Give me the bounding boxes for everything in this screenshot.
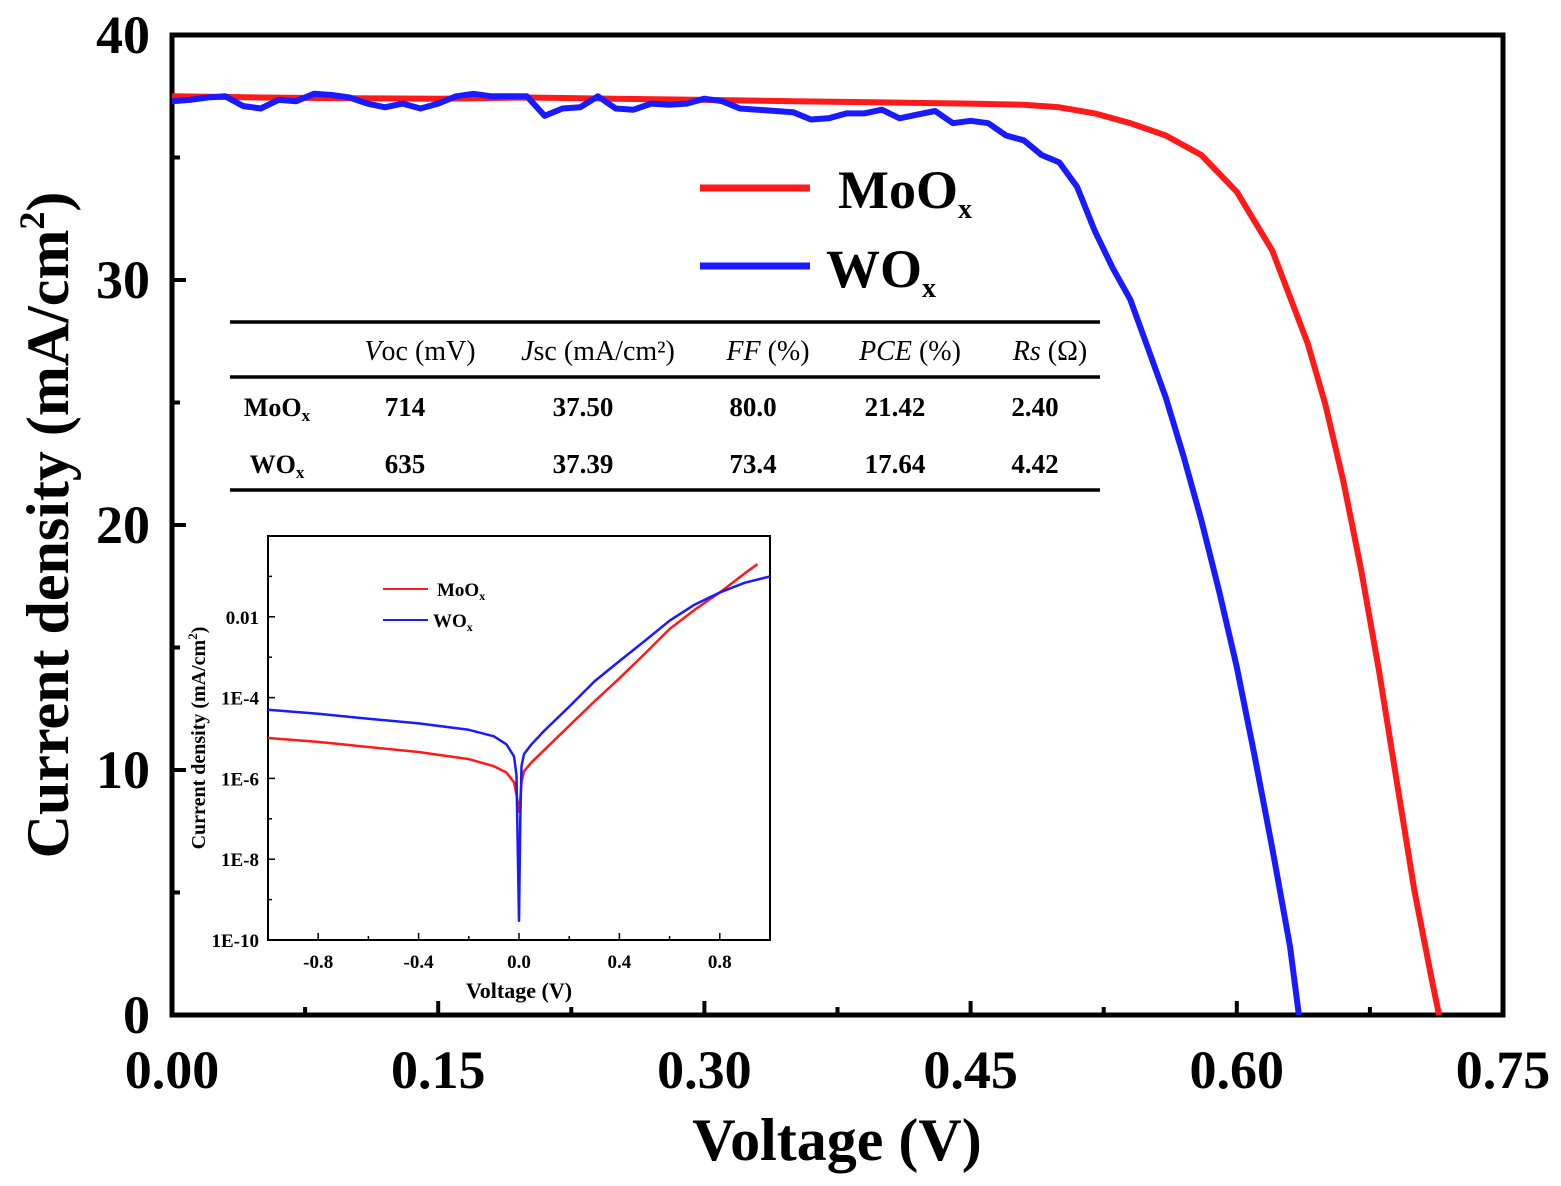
main-ticks: 0.00 0.15 0.30 0.45 0.60 0.75 0 10 20 30 40 [96,5,1550,1100]
table-header-cell: Voc (mV) [364,336,475,367]
legend-label-moox: MoOx [838,160,972,225]
table-row-label-sub: x [302,406,311,425]
table-header-italic: J [521,336,535,367]
table-cell: 4.42 [1011,449,1058,479]
main-x-axis-label: Voltage (V) [692,1107,981,1173]
main-legend: MoOx WOx [700,160,972,304]
main-y-tick-label: 40 [96,5,150,65]
table-row-label-main: MoO [244,393,302,422]
table-header-italic: Rs [1012,336,1041,367]
table-row-label-main: WO [250,450,296,479]
main-series-lines [171,90,1443,1016]
main-y-tick-label: 0 [123,985,150,1045]
inset-series-line-moox [267,563,759,813]
inset-x-tick-label: -0.8 [303,952,333,973]
main-x-tick-label: 0.00 [125,1040,220,1100]
main-y-axis-label: Current density (mA/cm2) [12,192,81,859]
table-header-text: (Ω) [1041,336,1087,367]
parameter-table: Voc (mV) Jsc (mA/cm²) FF (%) PCE (%) Rs (Ω)M… [230,320,1100,492]
table-header-text: (%) [912,336,961,367]
inset-y-tick-label: 1E-8 [221,850,259,871]
table-header-text: (%) [761,336,810,367]
main-x-tick-label: 0.45 [923,1040,1018,1100]
inset-series-line-wox [267,575,771,922]
table-cell: 17.64 [865,449,926,479]
table-header-italic: PCE [858,336,912,367]
inset-legend-label-wox: WOx [433,611,473,634]
table-header-cell: FF (%) [725,336,809,367]
table-cell: 80.0 [729,392,776,422]
table-header-text: oc (mV) [382,336,476,367]
table-cell: 2.40 [1011,392,1058,422]
table-cells: Voc (mV) Jsc (mA/cm²) FF (%) PCE (%) Rs (Ω)M… [244,336,1087,482]
table-header-italic: FF [725,336,761,367]
table-cell: 635 [385,449,426,479]
table-row-label-sub: x [296,463,305,482]
main-x-tick-label: 0.30 [657,1040,752,1100]
table-header-cell: Rs (Ω) [1012,336,1087,367]
table-row-label: WOx [250,450,305,482]
table-header-italic: V [364,336,384,367]
main-series-line-wox [171,90,1302,1016]
inset-x-tick-label: 0.0 [507,952,531,973]
main-x-tick-label: 0.60 [1190,1040,1285,1100]
main-x-tick-label: 0.15 [391,1040,486,1100]
table-cell: 37.50 [553,392,614,422]
table-cell: 714 [385,392,426,422]
inset-ticks: -0.8 -0.4 0.0 0.4 0.8 1E-10 1E-8 1E-6 1E-4 0.01 [212,575,732,973]
inset-y-tick-label: 1E-6 [221,769,259,790]
inset-y-tick-label: 1E-10 [212,931,260,952]
table-header-cell: Jsc (mA/cm²) [521,336,675,367]
inset-x-tick-label: -0.4 [404,952,435,973]
main-y-tick-label: 10 [96,740,150,800]
main-series-line-moox [171,93,1443,1016]
inset-y-axis-label: Current density (mA/cm2) [185,627,210,850]
table-cell: 37.39 [553,449,614,479]
inset-legend-label-moox: MoOx [437,580,485,603]
table-cell: 73.4 [729,449,776,479]
inset-x-tick-label: 0.4 [608,952,632,973]
table-header-text: sc (mA/cm²) [534,336,675,367]
main-y-tick-label: 30 [96,250,150,310]
inset-x-axis-label: Voltage (V) [466,978,572,1003]
table-header-cell: PCE (%) [858,336,961,367]
main-x-tick-label: 0.75 [1456,1040,1551,1100]
inset-x-tick-label: 0.8 [708,952,732,973]
table-cell: 21.42 [865,392,926,422]
inset-y-tick-label: 0.01 [226,608,259,629]
inset-legend: MoOx WOx [383,580,485,634]
inset-series-lines [267,563,771,922]
table-row-label: MoOx [244,393,311,425]
legend-label-wox: WOx [826,239,936,304]
main-y-tick-label: 20 [96,495,150,555]
inset-y-tick-label: 1E-4 [221,689,260,710]
